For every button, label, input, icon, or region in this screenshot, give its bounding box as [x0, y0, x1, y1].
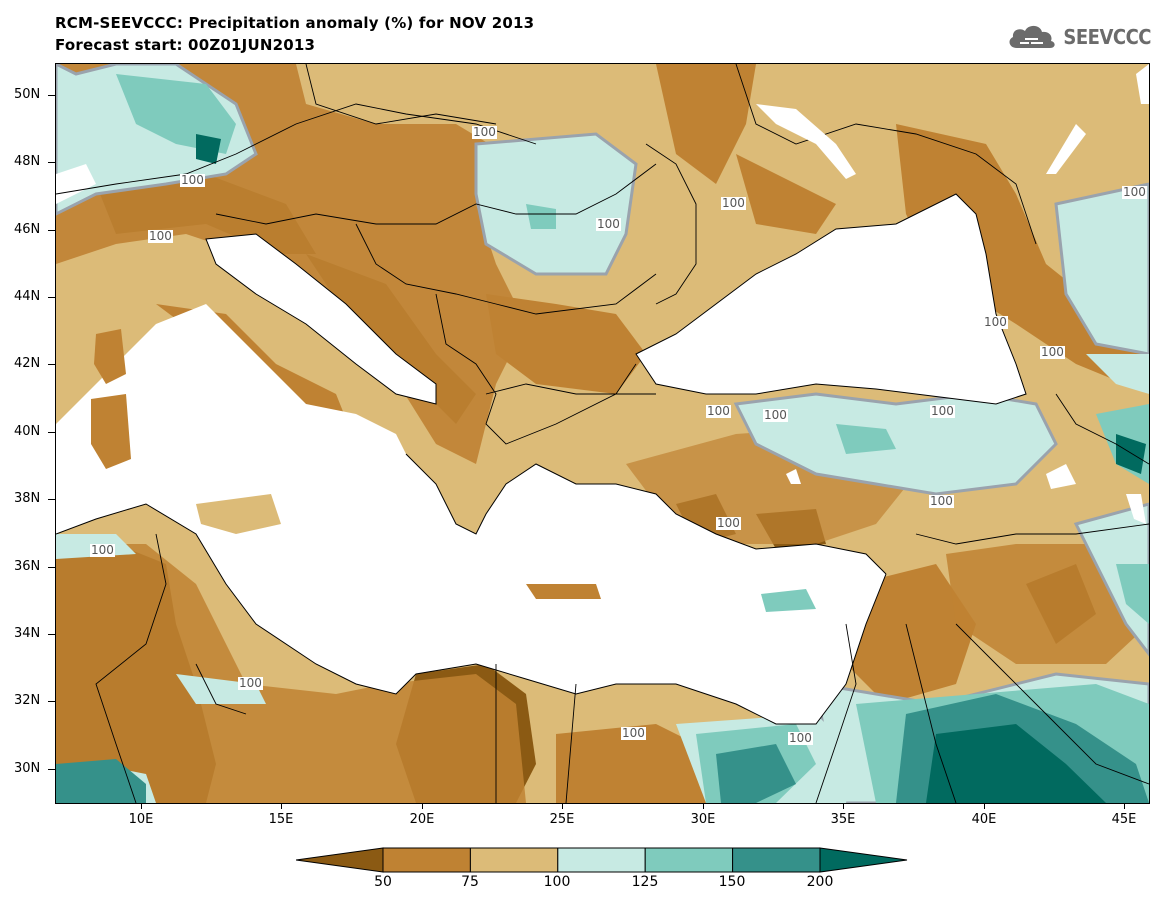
contour-label-100: 100 [472, 125, 497, 139]
lat-label-50n: 50N [14, 87, 41, 102]
contour-label-100: 100 [763, 408, 788, 422]
colorbar-segment-lt50 [296, 847, 384, 873]
lat-label-38n: 38N [14, 491, 41, 506]
sea-areas [56, 164, 1026, 724]
contour-label-100: 100 [1122, 185, 1147, 199]
lat-tick [48, 432, 55, 433]
colorbar-label-150: 150 [718, 874, 746, 890]
lon-tick [281, 803, 282, 809]
colorbar-segment [732, 847, 821, 873]
lat-tick [48, 701, 55, 702]
contour-label-100: 100 [716, 516, 741, 530]
contour-label-100: 100 [983, 315, 1008, 329]
colorbar-segment [469, 847, 559, 873]
lat-tick [48, 162, 55, 163]
coastlines [56, 193, 1027, 725]
contour-label-100: 100 [930, 404, 955, 418]
lon-label-30e: 30E [690, 812, 716, 827]
colorbar-label-50: 50 [374, 874, 392, 890]
white-patches [756, 64, 1149, 524]
colorbar-segment [557, 847, 646, 873]
lon-label-35e: 35E [830, 812, 856, 827]
lon-label-20e: 20E [409, 812, 435, 827]
colorbar [296, 847, 908, 873]
lat-tick [48, 297, 55, 298]
lon-tick [141, 803, 142, 809]
lon-label-40e: 40E [971, 812, 997, 827]
seevccc-logo: SEEVCCC [1005, 22, 1151, 52]
contour-label-100: 100 [1040, 345, 1065, 359]
lon-tick [984, 803, 985, 809]
precipitation-anomaly-map: 100 100 100 100 100 100 100 100 100 100 100 100 100 1… [55, 63, 1150, 804]
lat-label-42n: 42N [14, 356, 41, 371]
map-title: RCM-SEEVCCC: Precipitation anomaly (%) f… [55, 14, 535, 32]
logo-text: SEEVCCC [1063, 25, 1151, 49]
contour-label-100: 100 [621, 726, 646, 740]
lat-label-48n: 48N [14, 154, 41, 169]
lon-label-10e: 10E [128, 812, 154, 827]
lon-label-25e: 25E [549, 812, 575, 827]
lat-tick [48, 230, 55, 231]
colorbar-label-200: 200 [806, 874, 834, 890]
lat-label-36n: 36N [14, 559, 41, 574]
colorbar-label-100: 100 [543, 874, 571, 890]
country-borders [56, 64, 1149, 803]
map-canvas [56, 64, 1149, 803]
lon-label-45e: 45E [1111, 812, 1137, 827]
lon-tick [843, 803, 844, 809]
lat-tick [48, 567, 55, 568]
forecast-start-subtitle: Forecast start: 00Z01JUN2013 [55, 36, 316, 54]
anomaly-gt150-regions [56, 134, 1149, 803]
lon-tick [1124, 803, 1125, 809]
colorbar-label-125: 125 [631, 874, 659, 890]
colorbar-segment [382, 847, 471, 873]
lat-tick [48, 499, 55, 500]
contour-label-100: 100 [788, 731, 813, 745]
lat-label-46n: 46N [14, 222, 41, 237]
contour-label-100: 100 [706, 404, 731, 418]
lat-tick [48, 364, 55, 365]
lat-tick [48, 634, 55, 635]
contour-label-100: 100 [596, 217, 621, 231]
lat-tick [48, 95, 55, 96]
lon-tick [562, 803, 563, 809]
contour-label-100: 100 [148, 229, 173, 243]
islands [91, 329, 816, 612]
lon-tick [703, 803, 704, 809]
colorbar-segment [644, 847, 734, 873]
lon-tick [422, 803, 423, 809]
lat-label-32n: 32N [14, 693, 41, 708]
lat-label-30n: 30N [14, 761, 41, 776]
colorbar-segment-gt200 [819, 847, 908, 873]
contour-label-100: 100 [929, 494, 954, 508]
colorbar-label-75: 75 [461, 874, 479, 890]
contour-label-100: 100 [90, 543, 115, 557]
lon-label-15e: 15E [268, 812, 294, 827]
lat-label-34n: 34N [14, 626, 41, 641]
contour-label-100: 100 [238, 676, 263, 690]
lat-label-40n: 40N [14, 424, 41, 439]
contour-label-100: 100 [180, 173, 205, 187]
lat-tick [48, 769, 55, 770]
lat-label-44n: 44N [14, 289, 41, 304]
contour-label-100: 100 [721, 196, 746, 210]
cloud-icon [1009, 25, 1056, 48]
